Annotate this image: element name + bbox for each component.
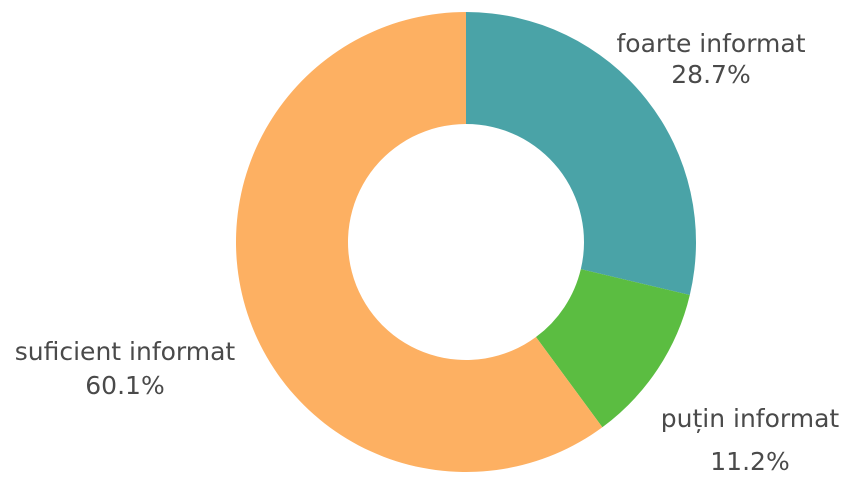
- label-foarte-informat-name: foarte informat: [616, 29, 805, 58]
- donut-slices: [235, 12, 697, 472]
- slice-foarte-informat: [466, 12, 697, 295]
- label-suficient-informat-value: 60.1%: [85, 371, 164, 400]
- slice-pu-in-informat: [535, 269, 690, 428]
- label-putin-informat-name: puțin informat: [661, 404, 840, 433]
- slice-suficient-informat: [235, 12, 603, 472]
- label-foarte-informat-value: 28.7%: [671, 60, 750, 89]
- label-putin-informat-value: 11.2%: [710, 447, 789, 476]
- label-suficient-informat-name: suficient informat: [15, 337, 236, 366]
- slice-labels: foarte informat 28.7% puțin informat 11.…: [15, 29, 840, 476]
